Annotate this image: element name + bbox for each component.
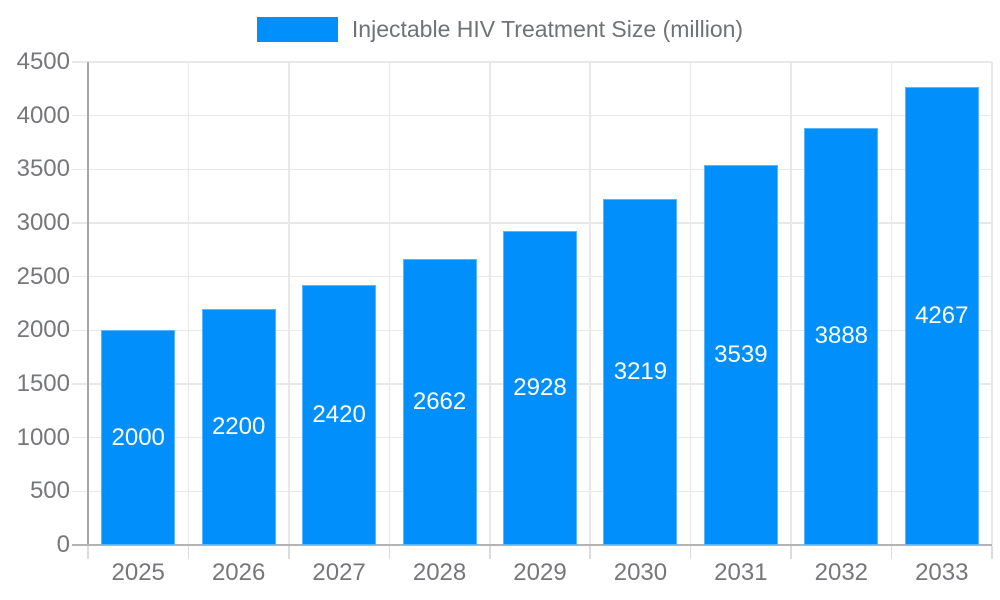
axis-tick-x [991, 546, 993, 559]
gridline-vertical [689, 62, 692, 545]
gridline-horizontal [72, 222, 992, 224]
bar-value-label: 2200 [211, 412, 266, 440]
gridline-vertical [790, 62, 792, 545]
legend-swatch [256, 17, 338, 42]
bar-2025[interactable] [101, 330, 176, 545]
y-axis-tick-label: 0 [56, 531, 70, 558]
bar-value-label: 3888 [814, 322, 869, 350]
bar-2032[interactable] [804, 127, 879, 545]
y-axis-tick-label: 2500 [16, 262, 70, 290]
axis-tick-x [489, 546, 491, 559]
x-axis-tick-label: 2025 [111, 559, 165, 586]
bar-2028[interactable] [402, 259, 477, 545]
bar-value-label: 3539 [714, 341, 768, 369]
x-axis-tick-label: 2030 [613, 559, 668, 586]
bar-2031[interactable] [703, 165, 778, 545]
gridline-horizontal [72, 114, 992, 117]
y-axis-tick-label: 3500 [16, 155, 70, 183]
x-axis-tick-label: 2028 [412, 559, 467, 586]
gridline-vertical [388, 62, 391, 545]
y-axis-tick-label: 4500 [16, 48, 70, 75]
bar-2033[interactable] [904, 87, 979, 545]
x-axis-tick-label: 2032 [814, 559, 869, 586]
y-axis-tick-label: 500 [29, 477, 70, 505]
bar-2029[interactable] [503, 230, 577, 545]
y-axis-tick-label: 3000 [16, 209, 70, 236]
bar-value-label: 3219 [613, 358, 668, 386]
axis-tick-x [689, 546, 692, 559]
bar-value-label: 2420 [312, 401, 366, 429]
x-axis-tick-label: 2027 [312, 559, 366, 586]
axis-tick-x [288, 546, 290, 559]
axis-tick-x [890, 546, 893, 559]
axis-tick-x [87, 546, 89, 559]
gridline-vertical [991, 62, 993, 545]
legend-label: Injectable HIV Treatment Size (million) [351, 16, 744, 42]
gridline-vertical [489, 62, 491, 545]
y-axis-tick-label: 1500 [16, 370, 70, 397]
y-axis-tick-label: 4000 [16, 101, 70, 129]
bar-value-label: 2000 [111, 423, 165, 451]
axis-tick-x [187, 546, 190, 559]
axis-tick-x [790, 546, 792, 559]
bar-2030[interactable] [603, 199, 678, 545]
legend[interactable]: Injectable HIV Treatment Size (million) [0, 16, 1000, 43]
x-axis-tick-label: 2031 [714, 559, 768, 586]
gridline-vertical [589, 62, 591, 545]
bar-value-label: 2928 [513, 373, 567, 401]
axis-tick-x [589, 546, 591, 559]
bar-value-label: 2662 [412, 388, 467, 416]
gridline-horizontal [72, 61, 992, 63]
x-axis-line [72, 544, 992, 546]
bar-2027[interactable] [302, 285, 377, 545]
bar-value-label: 4267 [915, 302, 969, 329]
gridline-horizontal [72, 168, 992, 171]
gridline-vertical [890, 62, 893, 545]
gridline-vertical [187, 62, 190, 545]
y-axis-line [87, 62, 89, 545]
gridline-vertical [288, 62, 290, 545]
x-axis-tick-label: 2029 [513, 559, 567, 586]
bar-2026[interactable] [201, 308, 276, 545]
axis-tick-x [388, 546, 391, 559]
y-axis-tick-label: 2000 [16, 316, 70, 344]
x-axis-tick-label: 2026 [211, 559, 266, 586]
y-axis-tick-label: 1000 [16, 423, 70, 451]
x-axis-tick-label: 2033 [915, 559, 969, 586]
